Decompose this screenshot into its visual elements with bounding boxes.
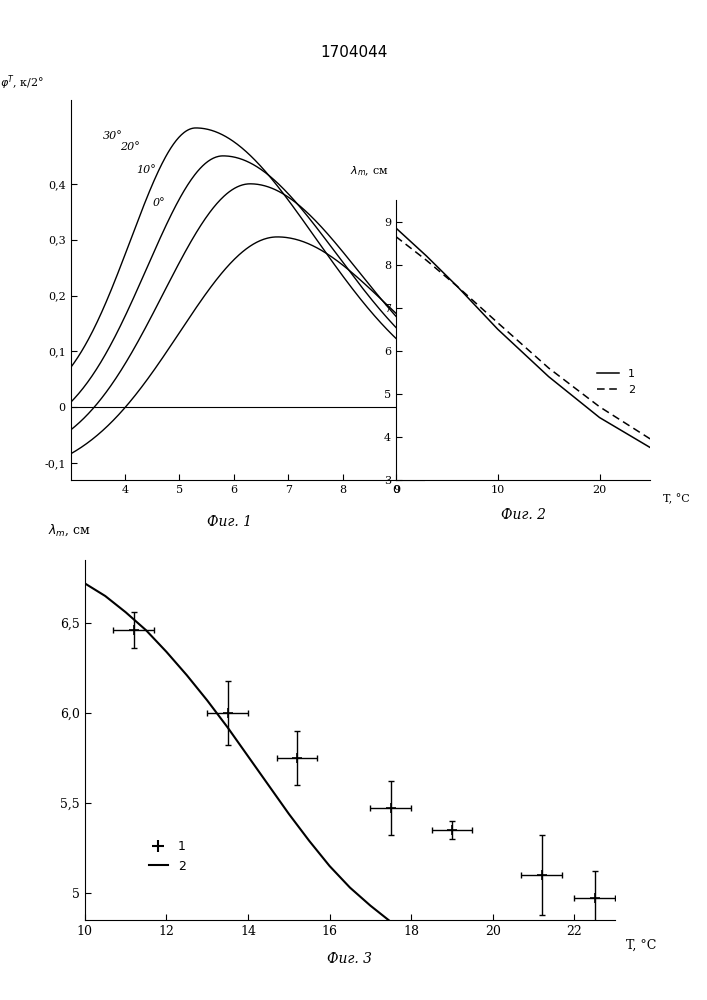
Text: 30°: 30° <box>103 131 123 141</box>
Text: $\lambda_m$, см: $\lambda_m$, см <box>350 164 389 178</box>
Text: $\lambda_m$, см: $\lambda_m$, см <box>47 523 90 538</box>
Text: Фиг. 1: Фиг. 1 <box>207 515 252 529</box>
Text: 1704044: 1704044 <box>320 45 387 60</box>
Text: T, °C: T, °C <box>663 494 690 504</box>
Text: Фиг. 2: Фиг. 2 <box>501 508 546 522</box>
Text: 0°: 0° <box>152 198 165 208</box>
Text: $\varphi^T$, к/2°: $\varphi^T$, к/2° <box>0 74 45 92</box>
Legend: 1, 2: 1, 2 <box>144 836 191 878</box>
Text: T, °C: T, °C <box>626 939 656 952</box>
Text: 10°: 10° <box>136 165 156 175</box>
Text: λ, см: λ, см <box>411 416 439 427</box>
Legend: 1, 2: 1, 2 <box>592 365 640 399</box>
Text: Фиг. 3: Фиг. 3 <box>327 952 373 966</box>
Text: 20°: 20° <box>119 142 139 152</box>
